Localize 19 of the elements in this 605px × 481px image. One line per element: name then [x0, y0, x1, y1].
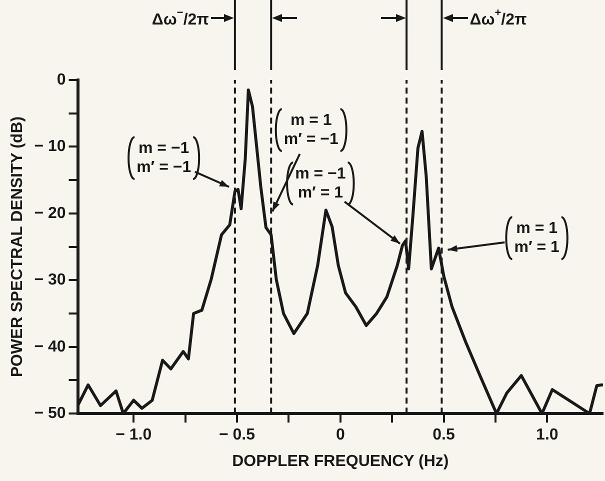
y-axis-title: POWER SPECTRAL DENSITY (dB)	[9, 116, 26, 378]
text: Δω+/2π	[470, 7, 527, 28]
annotation: m = −1 m′ = 1	[295, 165, 346, 202]
y-tick-label: − 10	[34, 138, 66, 156]
annotation: m = 1 m′ = 1	[514, 220, 560, 256]
y-tick-label: 0	[56, 71, 66, 88]
x-tick-label: − 0.5	[218, 426, 256, 444]
y-tick-label: − 20	[34, 204, 66, 222]
annotation: m = 1 m′ = −1	[284, 112, 338, 148]
x-axis-title: DOPPLER FREQUENCY (Hz)	[232, 452, 449, 470]
y-tick-label: − 40	[34, 338, 66, 356]
y-tick-label: − 30	[34, 272, 66, 289]
x-tick-label: 0	[336, 426, 345, 444]
x-tick-label: 0.5	[432, 426, 455, 444]
x-tick-label: 1.0	[536, 426, 558, 444]
y-tick-label: − 50	[34, 405, 66, 422]
text: Δω−/2π	[152, 7, 209, 28]
x-tick-label: − 1.0	[116, 426, 152, 444]
annotation: m = −1 m′ = −1	[136, 140, 192, 176]
